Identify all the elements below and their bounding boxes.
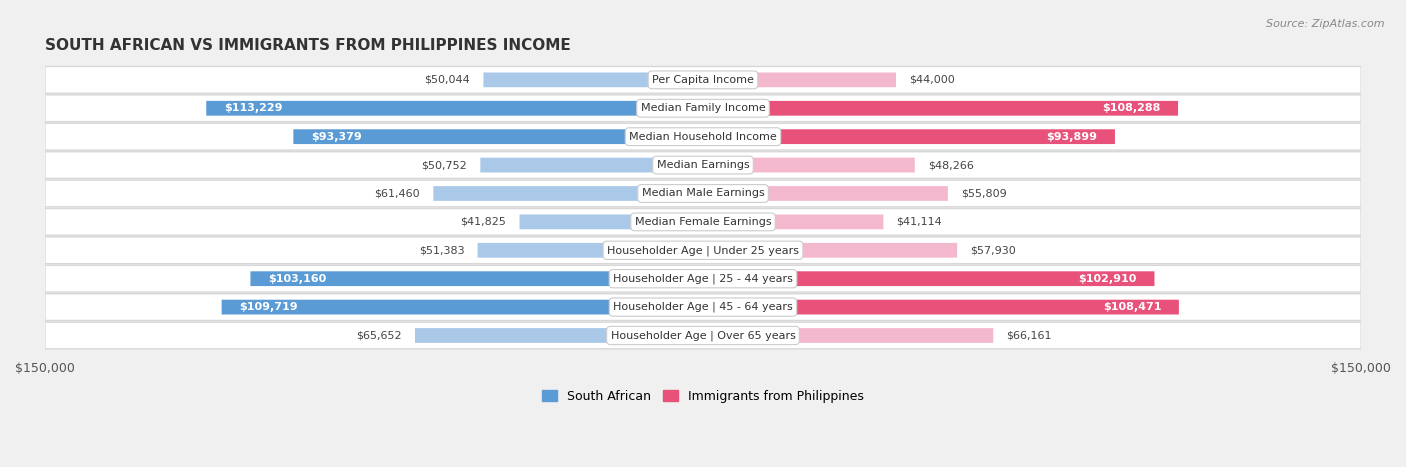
- FancyBboxPatch shape: [415, 328, 703, 343]
- Text: $48,266: $48,266: [928, 160, 974, 170]
- Text: $108,471: $108,471: [1102, 302, 1161, 312]
- FancyBboxPatch shape: [703, 243, 957, 258]
- Text: Median Earnings: Median Earnings: [657, 160, 749, 170]
- FancyBboxPatch shape: [45, 209, 1361, 235]
- FancyBboxPatch shape: [45, 95, 1361, 121]
- FancyBboxPatch shape: [45, 265, 1361, 292]
- Text: $65,652: $65,652: [356, 331, 402, 340]
- FancyBboxPatch shape: [703, 186, 948, 201]
- Text: Median Household Income: Median Household Income: [628, 132, 778, 142]
- Text: Householder Age | Over 65 years: Householder Age | Over 65 years: [610, 330, 796, 341]
- FancyBboxPatch shape: [703, 271, 1154, 286]
- Text: $51,383: $51,383: [419, 245, 464, 255]
- FancyBboxPatch shape: [703, 214, 883, 229]
- FancyBboxPatch shape: [45, 237, 1361, 264]
- FancyBboxPatch shape: [703, 328, 993, 343]
- Text: Median Female Earnings: Median Female Earnings: [634, 217, 772, 227]
- Text: $50,752: $50,752: [422, 160, 467, 170]
- Text: Householder Age | 45 - 64 years: Householder Age | 45 - 64 years: [613, 302, 793, 312]
- Text: $66,161: $66,161: [1007, 331, 1052, 340]
- FancyBboxPatch shape: [519, 214, 703, 229]
- Text: $108,288: $108,288: [1102, 103, 1160, 113]
- FancyBboxPatch shape: [294, 129, 703, 144]
- Text: $41,825: $41,825: [461, 217, 506, 227]
- FancyBboxPatch shape: [45, 322, 1361, 349]
- Text: SOUTH AFRICAN VS IMMIGRANTS FROM PHILIPPINES INCOME: SOUTH AFRICAN VS IMMIGRANTS FROM PHILIPP…: [45, 38, 571, 53]
- Text: Householder Age | 25 - 44 years: Householder Age | 25 - 44 years: [613, 274, 793, 284]
- Text: Householder Age | Under 25 years: Householder Age | Under 25 years: [607, 245, 799, 255]
- Text: $113,229: $113,229: [224, 103, 283, 113]
- Legend: South African, Immigrants from Philippines: South African, Immigrants from Philippin…: [537, 385, 869, 408]
- Text: $55,809: $55,809: [960, 189, 1007, 198]
- Text: $57,930: $57,930: [970, 245, 1017, 255]
- Text: $93,899: $93,899: [1046, 132, 1098, 142]
- FancyBboxPatch shape: [45, 294, 1361, 320]
- Text: $109,719: $109,719: [239, 302, 298, 312]
- FancyBboxPatch shape: [478, 243, 703, 258]
- Text: $44,000: $44,000: [910, 75, 955, 85]
- FancyBboxPatch shape: [433, 186, 703, 201]
- FancyBboxPatch shape: [45, 152, 1361, 178]
- Text: $102,910: $102,910: [1078, 274, 1137, 283]
- FancyBboxPatch shape: [703, 158, 915, 172]
- Text: Per Capita Income: Per Capita Income: [652, 75, 754, 85]
- Text: $103,160: $103,160: [269, 274, 326, 283]
- Text: Median Family Income: Median Family Income: [641, 103, 765, 113]
- FancyBboxPatch shape: [250, 271, 703, 286]
- FancyBboxPatch shape: [45, 66, 1361, 93]
- FancyBboxPatch shape: [484, 72, 703, 87]
- FancyBboxPatch shape: [222, 300, 703, 314]
- FancyBboxPatch shape: [45, 123, 1361, 150]
- Text: Source: ZipAtlas.com: Source: ZipAtlas.com: [1267, 19, 1385, 28]
- FancyBboxPatch shape: [45, 180, 1361, 207]
- FancyBboxPatch shape: [481, 158, 703, 172]
- Text: $50,044: $50,044: [425, 75, 470, 85]
- Text: $93,379: $93,379: [311, 132, 361, 142]
- FancyBboxPatch shape: [703, 129, 1115, 144]
- Text: $61,460: $61,460: [374, 189, 420, 198]
- Text: Median Male Earnings: Median Male Earnings: [641, 189, 765, 198]
- FancyBboxPatch shape: [207, 101, 703, 116]
- FancyBboxPatch shape: [703, 300, 1178, 314]
- FancyBboxPatch shape: [703, 101, 1178, 116]
- FancyBboxPatch shape: [703, 72, 896, 87]
- Text: $41,114: $41,114: [897, 217, 942, 227]
